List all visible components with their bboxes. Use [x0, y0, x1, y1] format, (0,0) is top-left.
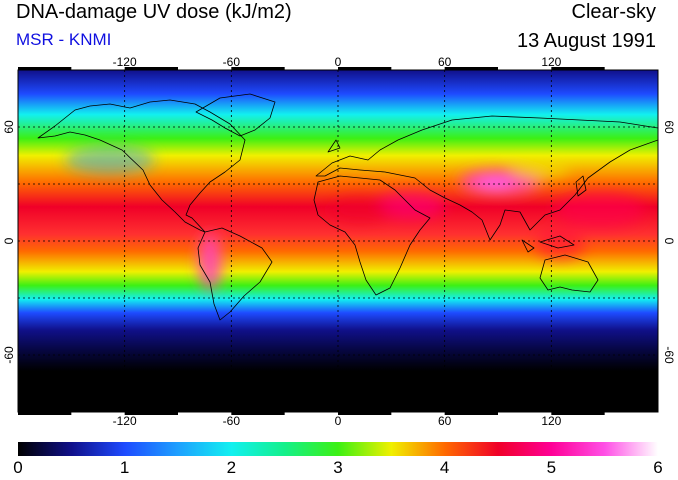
lon-tick-label-bottom: 120 [541, 414, 562, 428]
frame-tick-bar [551, 67, 605, 70]
lat-tick-label-left: 60 [2, 120, 16, 134]
coastlines [37, 93, 658, 321]
frame-tick-bar [231, 412, 285, 415]
colorbar-tick-label: 6 [653, 458, 663, 477]
frame-tick-bar [124, 67, 178, 70]
map-title: DNA-damage UV dose (kJ/m2) [16, 1, 292, 23]
frame-tick-bar [18, 67, 72, 70]
lat-tick-label-right: -60 [662, 346, 676, 364]
lat-tick-label-left: 0 [2, 237, 16, 245]
lon-tick-label-top: -120 [112, 55, 137, 69]
colorbar-tick-label: 5 [546, 458, 557, 477]
lon-tick-label-bottom: 0 [334, 414, 342, 428]
frame-tick-bar [444, 412, 498, 415]
lon-tick-label-bottom: -60 [222, 414, 240, 428]
frame-tick-bar [444, 67, 498, 70]
graticule [18, 70, 658, 412]
sky-condition-label: Clear-sky [571, 1, 656, 23]
frame-tick-bar [18, 412, 72, 415]
data-source-label: MSR - KNMI [16, 30, 112, 49]
uv-field-regional-features [65, 146, 645, 290]
colorbar-tick-label: 1 [119, 458, 130, 477]
colorbar [18, 442, 658, 456]
frame-tick-bar [231, 67, 285, 70]
frame-ticks [18, 67, 605, 415]
colorbar-tick-label: 4 [439, 458, 450, 477]
lat-tick-label-right: 0 [662, 237, 676, 245]
frame-tick-bar [551, 412, 605, 415]
lon-tick-label-top: 60 [437, 55, 452, 69]
frame-tick-bar [338, 412, 392, 415]
colorbar-tick-label: 3 [333, 458, 343, 477]
colorbar-tick-label: 2 [226, 458, 237, 477]
lon-tick-label-bottom: 60 [437, 414, 452, 428]
colorbar-tick-label: 0 [13, 458, 23, 477]
lon-tick-label-top: 120 [541, 55, 562, 69]
lon-tick-label-bottom: -120 [112, 414, 137, 428]
frame-tick-bar [124, 412, 178, 415]
lat-tick-label-left: -60 [2, 346, 16, 364]
frame-tick-bar [338, 67, 392, 70]
lon-tick-label-top: -60 [222, 55, 240, 69]
lat-tick-label-right: 60 [662, 120, 676, 134]
lon-tick-label-top: 0 [334, 55, 342, 69]
date-label: 13 August 1991 [516, 30, 656, 52]
